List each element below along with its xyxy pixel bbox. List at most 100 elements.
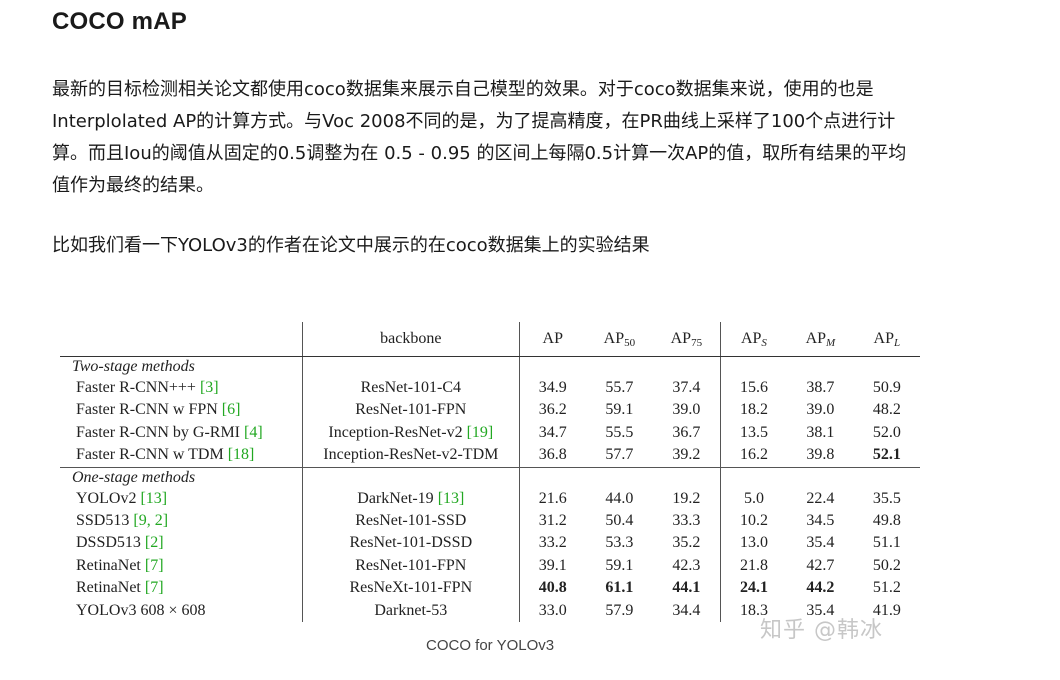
header-ap50: AP50: [585, 322, 653, 357]
aps-cell: 24.1: [719, 577, 788, 600]
method-cell: SSD513 [9, 2]: [76, 512, 169, 530]
apm-cell: 34.5: [806, 512, 835, 530]
apm-cell: 22.4: [806, 489, 835, 507]
backbone-cell: ResNeXt-101-FPN: [301, 577, 520, 600]
ap75-cell: 33.3: [672, 512, 701, 530]
method-cell: Faster R-CNN w TDM [18]: [76, 446, 255, 464]
apl-cell: 51.1: [872, 534, 901, 552]
citation[interactable]: [9, 2]: [133, 512, 169, 530]
apl-cell: 51.2: [872, 579, 901, 597]
citation[interactable]: [7]: [144, 556, 164, 574]
aps-cell: 15.6: [719, 377, 788, 400]
method-cell: YOLOv3 608 × 608: [76, 601, 206, 619]
citation[interactable]: [19]: [466, 423, 494, 441]
header-apl: APL: [853, 322, 920, 357]
citation[interactable]: [13]: [437, 489, 465, 507]
method-cell: Faster R-CNN+++ [3]: [76, 379, 219, 396]
backbone-cell: ResNet-101-C4: [301, 377, 520, 400]
ap-cell: 36.2: [518, 399, 586, 422]
ap50-cell: 59.1: [605, 556, 634, 574]
example-paragraph: 比如我们看一下YOLOv3的作者在论文中展示的在coco数据集上的实验结果: [52, 235, 650, 256]
table-row: Faster R-CNN+++ [3] ResNet-101-C4 34.9 55.7…: [60, 377, 920, 400]
ap-cell: 33.0: [518, 599, 586, 623]
aps-cell: 5.0: [719, 487, 788, 511]
ap75-cell: 39.0: [672, 401, 701, 419]
citation[interactable]: [13]: [140, 489, 168, 507]
group-row-one-stage: One-stage methods: [60, 466, 920, 488]
aps-cell: 18.2: [719, 399, 788, 422]
header-ap75: AP75: [652, 322, 721, 357]
citation[interactable]: [2]: [144, 534, 164, 552]
two-stage-rows: Faster R-CNN+++ [3] ResNet-101-C4 34.9 55.7…: [60, 377, 920, 468]
table-row: Faster R-CNN w TDM [18] Inception-ResNet-…: [60, 444, 920, 468]
backbone-cell: ResNet-101-FPN: [301, 399, 520, 422]
aps-cell: 13.5: [719, 421, 788, 445]
ap-cell: 36.8: [518, 444, 586, 468]
ap50-cell: 61.1: [605, 579, 634, 597]
apm-cell: 38.1: [806, 423, 835, 441]
method-cell: DSSD513 [2]: [76, 534, 164, 552]
ap75-cell: 37.4: [672, 379, 701, 396]
method-cell: YOLOv2 [13]: [76, 489, 168, 507]
table-row: SSD513 [9, 2] ResNet-101-SSD 31.2 50.4 33.3 1…: [60, 510, 920, 533]
apl-cell: 50.9: [872, 379, 901, 396]
table-row: Faster R-CNN by G-RMI [4] Inception-ResNe…: [60, 421, 920, 445]
ap75-cell: 34.4: [672, 601, 701, 619]
method-cell: Faster R-CNN w FPN [6]: [76, 401, 241, 419]
citation[interactable]: [7]: [144, 579, 164, 597]
header-backbone: backbone: [301, 322, 520, 357]
apm-cell: 44.2: [806, 579, 835, 597]
apm-cell: 42.7: [806, 556, 835, 574]
ap50-cell: 57.9: [605, 601, 634, 619]
apm-cell: 39.0: [806, 401, 835, 419]
apl-cell: 52.1: [872, 446, 901, 464]
figure-caption: COCO for YOLOv3: [426, 637, 555, 654]
aps-cell: 10.2: [719, 510, 788, 533]
ap75-cell: 42.3: [672, 556, 701, 574]
ap-cell: 21.6: [518, 487, 586, 511]
aps-cell: 18.3: [719, 599, 788, 623]
ap-cell: 34.7: [518, 421, 586, 445]
ap50-cell: 50.4: [605, 512, 634, 530]
ap-cell: 40.8: [518, 577, 586, 600]
backbone-cell: Inception-ResNet-v2-TDM: [301, 444, 520, 468]
citation[interactable]: [3]: [199, 379, 219, 396]
header-method: [60, 322, 303, 357]
backbone-cell: Darknet-53: [301, 599, 520, 623]
backbone-cell: ResNet-101-DSSD: [301, 532, 520, 555]
results-table: backbone AP AP50 AP75 APS APM APL Two-st…: [60, 322, 920, 623]
backbone-cell: ResNet-101-FPN: [301, 554, 520, 578]
ap50-cell: 44.0: [605, 489, 634, 507]
table-row: YOLOv2 [13] DarkNet-19 [13] 21.6 44.0 19.2 5.…: [60, 487, 920, 511]
aps-cell: 21.8: [719, 554, 788, 578]
watermark: 知乎 @韩冰: [760, 618, 883, 643]
citation[interactable]: [18]: [227, 446, 255, 464]
header-aps: APS: [719, 322, 788, 357]
group-label: Two-stage methods: [72, 358, 195, 375]
method-cell: Faster R-CNN by G-RMI [4]: [76, 423, 263, 441]
ap-cell: 39.1: [518, 554, 586, 578]
backbone-cell: Inception-ResNet-v2 [19]: [301, 421, 520, 445]
apl-cell: 48.2: [872, 401, 901, 419]
method-cell: RetinaNet [7]: [76, 556, 164, 574]
ap50-cell: 53.3: [605, 534, 634, 552]
apm-cell: 38.7: [806, 379, 835, 396]
citation[interactable]: [6]: [221, 401, 241, 419]
ap75-cell: 19.2: [672, 489, 701, 507]
apm-cell: 39.8: [806, 446, 835, 464]
ap75-cell: 39.2: [672, 446, 701, 464]
ap50-cell: 59.1: [605, 401, 634, 419]
ap-cell: 34.9: [518, 377, 586, 400]
table-row: DSSD513 [2] ResNet-101-DSSD 33.2 53.3 35.2 13…: [60, 532, 920, 555]
apl-cell: 52.0: [872, 423, 901, 441]
apm-cell: 35.4: [806, 601, 835, 619]
table-header-row: backbone AP AP50 AP75 APS APM APL: [60, 322, 920, 357]
group-row-two-stage: Two-stage methods: [60, 356, 920, 377]
method-cell: RetinaNet [7]: [76, 579, 164, 597]
citation[interactable]: [4]: [244, 423, 263, 441]
backbone-cell: ResNet-101-SSD: [301, 510, 520, 533]
apl-cell: 49.8: [872, 512, 901, 530]
ap50-cell: 57.7: [605, 446, 634, 464]
table-row: Faster R-CNN w FPN [6] ResNet-101-FPN 36.2…: [60, 399, 920, 422]
